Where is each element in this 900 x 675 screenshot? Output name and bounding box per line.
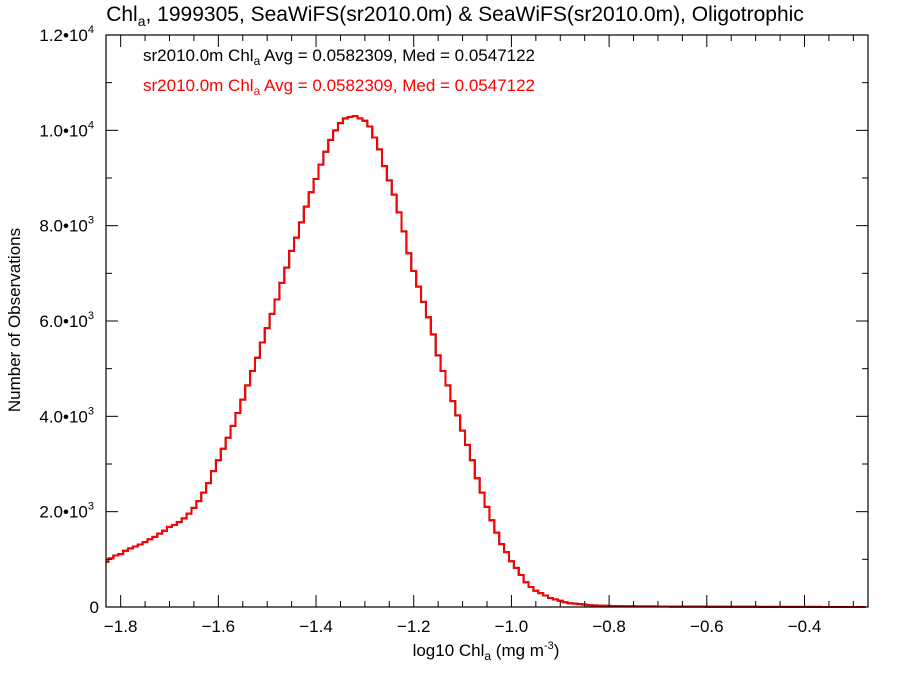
x-tick-label: −1.8 <box>104 617 138 636</box>
series-line-0 <box>106 115 866 608</box>
x-tick-label: −1.0 <box>495 617 529 636</box>
x-tick-label: −1.2 <box>397 617 431 636</box>
y-tick-label: 0 <box>90 598 99 617</box>
x-tick-label: −0.8 <box>592 617 626 636</box>
y-tick-label: 4.0•103 <box>39 405 94 426</box>
x-axis-ticks: −1.8 −1.6 −1.4 −1.2 −1.0 −0.8 −0.6 −0.4 <box>104 35 854 636</box>
x-tick-label: −1.4 <box>299 617 333 636</box>
y-tick-label: 8.0•103 <box>39 215 94 236</box>
series-annotation-red: sr2010.0m Chla Avg = 0.0582309, Med = 0.… <box>143 76 535 98</box>
y-tick-label: 6.0•103 <box>39 310 94 331</box>
series-line-1 <box>106 115 866 608</box>
x-axis-label: log10 Chla (mg m-3) <box>413 640 560 663</box>
y-axis-ticks: 0 2.0•103 4.0•103 6.0•103 8.0•103 1.0•104 1.2•… <box>39 24 868 617</box>
series-annotation-black: sr2010.0m Chla Avg = 0.0582309, Med = 0.… <box>143 46 535 68</box>
y-tick-label: 1.0•104 <box>39 119 94 140</box>
x-tick-label: −0.4 <box>788 617 822 636</box>
x-tick-label: −1.6 <box>202 617 236 636</box>
series-layer <box>106 115 866 608</box>
plot-frame <box>105 34 869 608</box>
y-axis-label: Number of Observations <box>5 228 24 412</box>
y-tick-label: 1.2•104 <box>39 24 94 45</box>
x-tick-label: −0.6 <box>690 617 724 636</box>
chart-title: Chla, 1999305, SeaWiFS(sr2010.0m) & SeaW… <box>106 3 804 29</box>
y-tick-label: 2.0•103 <box>39 501 94 522</box>
